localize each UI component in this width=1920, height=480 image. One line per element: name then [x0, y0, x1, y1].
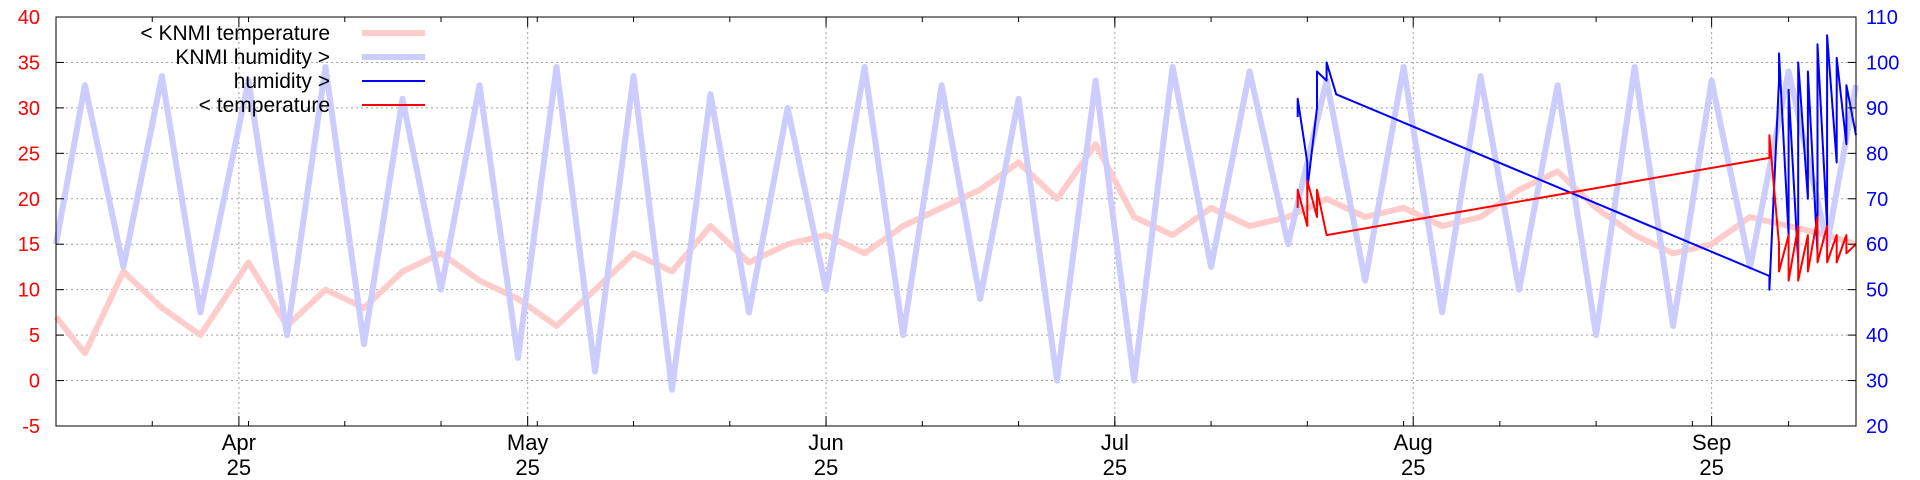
x-tick-year-label: 25 — [227, 455, 251, 480]
y-right-tick-label: 50 — [1866, 280, 1888, 302]
legend-label: humidity > — [234, 70, 330, 93]
y-right-tick-label: 90 — [1866, 98, 1888, 120]
x-tick-month-label: Jul — [1101, 430, 1129, 455]
series-layer — [53, 34, 1859, 393]
y-left-tick-label: 15 — [18, 234, 40, 256]
legend-label: < KNMI temperature — [140, 22, 330, 45]
y-right-tick-label: 30 — [1866, 371, 1888, 393]
legend-label: KNMI humidity > — [175, 46, 330, 69]
y-right-tick-label: 110 — [1866, 7, 1898, 29]
x-tick-year-label: 25 — [515, 455, 539, 480]
series-line-2 — [53, 64, 1859, 393]
plot-frame — [55, 16, 1857, 427]
y-left-tick-label: 25 — [18, 143, 40, 165]
x-tick-year-label: 25 — [814, 455, 838, 480]
x-tick-year-label: 25 — [1401, 455, 1425, 480]
y-left-tick-label: 30 — [18, 98, 40, 120]
series-line-4 — [1296, 134, 1857, 282]
y-left-tick-label: 5 — [29, 325, 40, 347]
y-right-tick-label: 20 — [1866, 416, 1888, 438]
x-tick-month-label: Aug — [1394, 430, 1433, 455]
y-right-tick-label: 80 — [1866, 143, 1888, 165]
x-tick-month-label: May — [507, 430, 549, 455]
y-left-tick-label: 40 — [18, 7, 40, 29]
series-line-3 — [1296, 34, 1857, 291]
x-tick-month-label: Jun — [808, 430, 843, 455]
y-left-tick-label: -5 — [22, 416, 40, 438]
y-left-tick-label: 0 — [29, 371, 40, 393]
legend-label: < temperature — [199, 94, 330, 117]
y-right-tick-label: 100 — [1866, 52, 1899, 74]
y-right-tick-label: 40 — [1866, 325, 1888, 347]
y-left-tick-label: 35 — [18, 52, 40, 74]
x-tick-year-label: 25 — [1103, 455, 1127, 480]
y-right-tick-label: 60 — [1866, 234, 1888, 256]
y-left-tick-label: 10 — [18, 280, 40, 302]
x-tick-month-label: Sep — [1692, 430, 1731, 455]
x-tick-month-label: Apr — [222, 430, 256, 455]
tick-layer: -5 0 5 10 15 20 25 30 35 40 20 30 40 50 60 70 80 90 100 110… — [18, 7, 1900, 480]
y-right-tick-label: 70 — [1866, 189, 1888, 211]
y-left-tick-label: 20 — [18, 189, 40, 211]
x-tick-year-label: 25 — [1699, 455, 1723, 480]
